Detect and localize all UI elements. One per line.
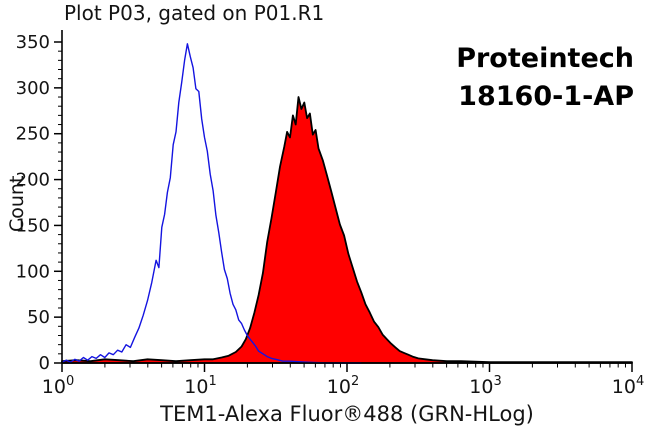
x-tick-label: 100: [42, 374, 74, 398]
y-tick-label: 50: [27, 307, 50, 328]
x-axis-label: TEM1-Alexa Fluor®488 (GRN-HLog): [160, 402, 534, 426]
x-tick-label: 103: [469, 374, 501, 398]
control-open-histogram: [61, 43, 362, 364]
y-tick-label: 250: [16, 124, 50, 145]
y-tick-label: 200: [16, 170, 50, 191]
y-tick-label: 350: [16, 32, 50, 53]
y-tick-label: 100: [16, 261, 50, 282]
y-tick-label: 0: [39, 353, 50, 374]
vendor-name: Proteintech: [456, 43, 634, 74]
y-tick-label: 300: [16, 78, 50, 99]
y-axis-label: Count: [6, 175, 28, 232]
antibody-annotation: Proteintech 18160-1-AP: [456, 40, 634, 117]
x-tick-label: 102: [327, 374, 359, 398]
catalog-number: 18160-1-AP: [458, 81, 634, 113]
stained-filled-histogram: [61, 96, 633, 364]
plot-title: Plot P03, gated on P01.R1: [64, 1, 325, 25]
x-tick-label: 104: [612, 374, 644, 398]
x-tick-label: 101: [184, 374, 216, 398]
y-tick-label: 150: [16, 215, 50, 236]
